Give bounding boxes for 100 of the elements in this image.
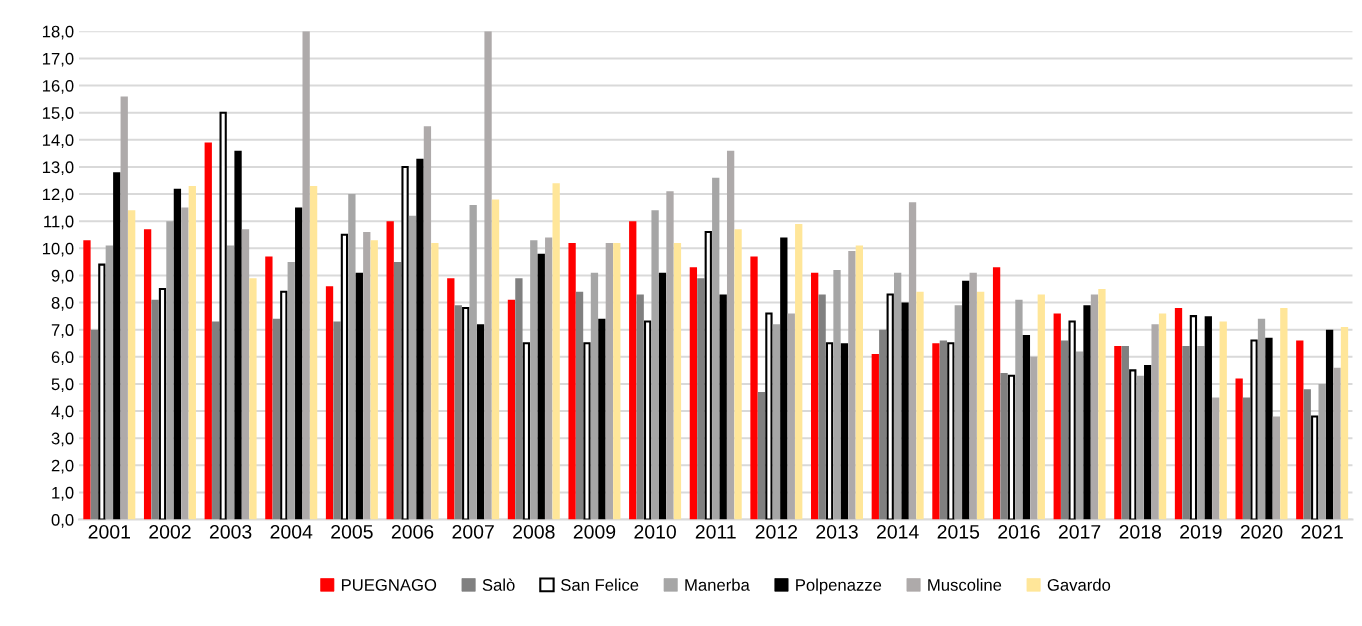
bar	[916, 291, 924, 520]
bar	[325, 286, 334, 520]
bar	[840, 343, 849, 520]
bar	[1296, 340, 1304, 520]
bar	[1265, 337, 1273, 520]
x-tick-label: 2013	[816, 524, 858, 539]
bar	[1212, 397, 1220, 520]
bar	[969, 272, 977, 520]
bar	[469, 204, 477, 520]
bar	[962, 280, 970, 520]
bar	[1030, 356, 1038, 520]
bar	[1114, 345, 1122, 520]
bar	[219, 111, 227, 520]
y-tick-label: 7,0	[51, 324, 74, 338]
bar	[462, 306, 470, 520]
bar	[537, 253, 545, 520]
bar	[370, 240, 378, 520]
bar	[939, 340, 948, 520]
bar	[825, 342, 834, 520]
bar	[613, 242, 621, 520]
legend-label: PUEGNAGO	[341, 579, 437, 591]
bar	[575, 291, 584, 520]
bar	[712, 177, 720, 520]
bar	[636, 294, 644, 520]
y-tick-label: 12,0	[42, 188, 74, 203]
bar	[977, 291, 985, 520]
bar	[234, 150, 242, 520]
bar	[1151, 324, 1159, 520]
x-tick-label: 2012	[755, 524, 798, 539]
bar	[795, 223, 803, 520]
bar	[568, 242, 576, 520]
bar	[128, 210, 136, 520]
y-tick-label: 6,0	[51, 351, 74, 365]
bar	[673, 242, 682, 520]
bar	[173, 188, 182, 520]
bar	[416, 158, 424, 520]
bar	[98, 263, 106, 520]
x-tick-label: 2017	[1058, 524, 1101, 539]
x-tick-label: 2008	[513, 524, 555, 539]
bar	[765, 312, 773, 520]
bar	[476, 324, 485, 520]
bar	[1242, 397, 1251, 520]
bar	[1083, 305, 1091, 520]
bar	[302, 31, 310, 520]
legend-label: Gavardo	[1047, 578, 1111, 591]
bar	[908, 202, 917, 520]
bar	[90, 329, 99, 520]
bar	[431, 242, 439, 520]
bar	[598, 318, 606, 520]
bar	[629, 221, 637, 520]
bar	[166, 221, 174, 520]
bar	[333, 321, 341, 520]
x-tick-label: 2009	[573, 524, 616, 539]
bar	[992, 267, 1001, 520]
x-tick-label: 2021	[1301, 524, 1343, 539]
bar	[408, 215, 417, 520]
bar	[1061, 340, 1069, 520]
y-tick-label: 9,0	[51, 269, 74, 284]
y-tick-label: 14,0	[42, 134, 74, 148]
bar	[901, 302, 909, 520]
legend-label: Polpenazze	[796, 578, 882, 595]
bar	[241, 229, 250, 520]
bar	[522, 342, 530, 520]
bar	[855, 245, 864, 520]
bar	[1325, 329, 1334, 520]
bar	[1158, 313, 1167, 520]
bar	[1015, 299, 1023, 520]
bar	[393, 261, 402, 520]
bar	[1257, 318, 1266, 520]
x-tick-label: 2014	[877, 524, 919, 539]
y-tick-label: 18,0	[42, 25, 74, 40]
bar	[1250, 339, 1258, 520]
bar	[265, 256, 273, 520]
y-tick-label: 2,0	[51, 459, 74, 474]
bar	[1068, 320, 1076, 520]
bar	[658, 272, 667, 520]
bar	[1053, 313, 1061, 520]
bar	[120, 96, 128, 520]
bar	[780, 237, 788, 520]
bar	[212, 321, 220, 520]
bar	[757, 392, 766, 520]
x-tick-label: 2006	[391, 524, 434, 539]
bar	[818, 294, 826, 520]
y-tick-label: 13,0	[42, 161, 74, 176]
bar	[363, 232, 371, 520]
bar	[590, 272, 599, 520]
y-tick-label: 1,0	[52, 486, 74, 501]
x-tick-label: 2015	[937, 524, 980, 539]
y-tick-label: 15,0	[42, 107, 74, 121]
bar	[1340, 326, 1349, 520]
x-tick-label: 2018	[1119, 524, 1162, 539]
bar	[1007, 374, 1016, 520]
x-tick-label: 2011	[695, 524, 736, 539]
bar	[932, 343, 940, 520]
bar	[386, 221, 394, 520]
bar	[1235, 378, 1243, 520]
bar	[811, 272, 819, 520]
bar	[401, 165, 409, 520]
y-tick-label: 0,0	[51, 513, 74, 528]
x-tick-label: 2003	[209, 524, 252, 539]
